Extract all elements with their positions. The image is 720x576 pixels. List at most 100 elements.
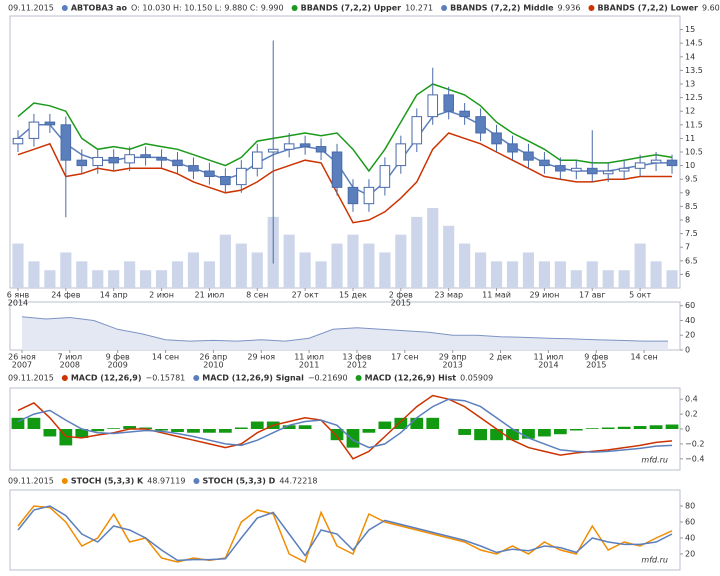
- legend-name: BBANDS (7,2,2) Upper: [301, 4, 402, 13]
- volume-bar: [538, 261, 550, 288]
- x-tick-label: 26 ноя: [8, 353, 36, 362]
- candle-body: [220, 175, 231, 186]
- x-tick-label: 14 сен: [630, 353, 657, 362]
- hist-bar: [234, 427, 248, 429]
- legend-swatch: [61, 375, 68, 381]
- legend-name: MACD (12,26,9) Signal: [202, 374, 304, 383]
- series-line: [17, 83, 673, 173]
- series-line: [17, 132, 672, 224]
- legend-name: MACD (12,26,9): [71, 374, 142, 383]
- hist-bar: [11, 417, 25, 429]
- volume-bar: [427, 208, 439, 288]
- hist-bar: [665, 424, 679, 429]
- hist-bar: [218, 429, 232, 433]
- y-tick-label: 80: [685, 502, 695, 511]
- legend-value: −0.21690: [308, 374, 348, 383]
- y-tick-label: 13: [685, 80, 695, 89]
- y-tick-label: −0.2: [685, 439, 704, 448]
- y-tick-label: 8.5: [685, 202, 698, 211]
- volume-bar: [363, 243, 375, 288]
- candle-body: [523, 151, 534, 161]
- candle-body: [108, 156, 119, 164]
- series-line: [17, 505, 673, 562]
- y-tick-label: 12: [685, 107, 695, 116]
- candle-body: [156, 156, 167, 161]
- candle-body: [92, 156, 104, 167]
- y-tick-label: 0: [685, 346, 690, 355]
- watermark: mfd.ru: [641, 556, 668, 565]
- candle-body: [650, 159, 662, 164]
- y-tick-label: 6.5: [685, 256, 698, 265]
- candle-body: [411, 116, 423, 145]
- volume-bar: [235, 243, 247, 288]
- series-line: [17, 505, 673, 564]
- hist-bar: [585, 428, 599, 429]
- hist-bar: [27, 417, 41, 429]
- hist-bar: [378, 421, 392, 429]
- volume-bar: [12, 243, 24, 288]
- hist-bar: [394, 417, 408, 429]
- hist-bar: [346, 429, 360, 448]
- volume-bar: [618, 270, 630, 288]
- hist-bar: [107, 428, 121, 429]
- y-tick-label: 15: [685, 25, 695, 34]
- x-tick-label: 14 апр: [100, 291, 128, 300]
- x-tick-label: 11 июл: [534, 353, 564, 362]
- legend-name: BBANDS (7,2,2) Middle: [450, 4, 554, 13]
- series-line: [17, 398, 673, 453]
- x-tick-label: 26 апр: [199, 353, 227, 362]
- candle-body: [475, 116, 486, 134]
- x-tick-label: 8 сен: [246, 291, 268, 300]
- y-tick-label: 7: [685, 243, 690, 252]
- x-tick-year: 2015: [586, 361, 606, 370]
- x-tick-year: 2009: [107, 361, 127, 370]
- y-tick-label: 8: [685, 216, 690, 225]
- series-line: [17, 110, 672, 197]
- volume-bar: [219, 234, 231, 288]
- candle-body: [315, 146, 327, 153]
- volume-bar: [650, 261, 662, 288]
- hist-bar: [490, 429, 503, 441]
- x-tick-year: 2008: [60, 361, 80, 370]
- x-tick-label: 15 дек: [339, 291, 367, 300]
- x-tick-year: 2012: [347, 361, 367, 370]
- hist-bar: [250, 421, 264, 429]
- candle-body: [299, 143, 311, 148]
- y-tick-label: 14: [685, 52, 695, 61]
- candle-body: [267, 148, 279, 153]
- y-tick-label: 0: [685, 425, 690, 434]
- volume-bar: [76, 261, 88, 288]
- volume-bar: [203, 261, 215, 288]
- hist-bar: [91, 429, 105, 432]
- volume-bar: [60, 252, 72, 288]
- candle-body: [571, 167, 582, 172]
- legend-value: 10.271: [405, 4, 433, 13]
- volume-bar: [187, 252, 200, 288]
- legend-swatch: [588, 5, 595, 11]
- y-tick-label: 0.2: [685, 410, 698, 419]
- x-tick-label: 11 июл: [294, 353, 324, 362]
- hist-bar: [43, 429, 57, 437]
- x-tick-label: 9 фев: [106, 353, 130, 362]
- candle-body: [331, 151, 343, 188]
- volume-bar: [283, 234, 295, 288]
- hist-bar: [155, 429, 168, 431]
- legend-name: BBANDS (7,2,2) Lower: [597, 4, 698, 13]
- x-tick-year: 2014: [538, 361, 558, 370]
- x-tick-label: 21 июл: [195, 291, 225, 300]
- candle-body: [507, 143, 518, 153]
- legend-value: 0.05909: [460, 374, 493, 383]
- hist-bar: [330, 429, 344, 441]
- volume-bar: [666, 270, 678, 288]
- hist-bar: [282, 425, 296, 429]
- legend-swatch: [441, 5, 448, 11]
- y-tick-label: 12.5: [685, 93, 703, 102]
- x-tick-label: 24 фев: [51, 291, 80, 300]
- y-tick-label: 9.5: [685, 175, 698, 184]
- y-tick-label: 40: [685, 316, 695, 325]
- candle-body: [443, 94, 454, 112]
- y-tick-label: 20: [685, 550, 695, 559]
- hist-bar: [617, 426, 631, 429]
- x-tick-label: 17 авг: [579, 291, 606, 300]
